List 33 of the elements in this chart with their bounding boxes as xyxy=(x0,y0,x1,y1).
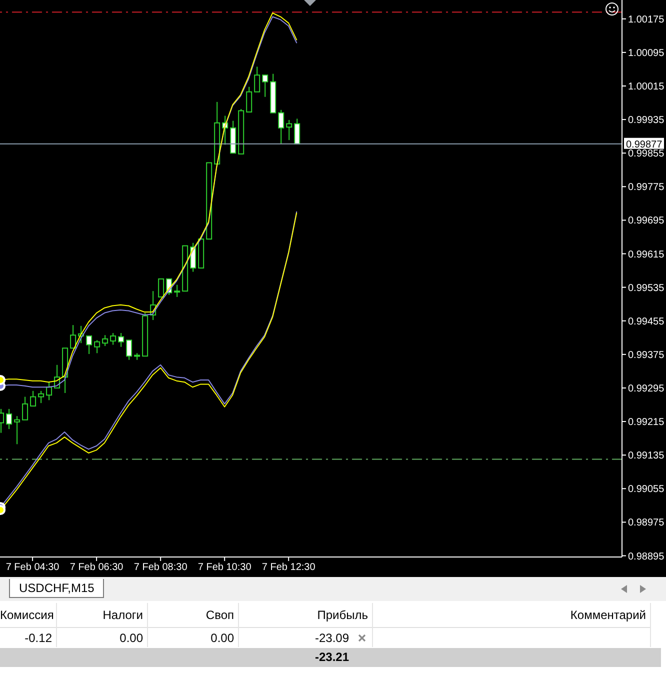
y-tick-label: 0.99295 xyxy=(628,384,665,395)
text: 0.00 xyxy=(210,631,234,645)
text: -0.12 xyxy=(24,631,52,645)
y-tick-label: 1.00015 xyxy=(628,82,665,93)
y-tick-label: 0.99055 xyxy=(628,484,665,496)
x-tick-label: 7 Feb 06:30 xyxy=(70,562,124,574)
y-tick-label: 0.99935 xyxy=(628,115,665,126)
y-tick-label: 0.98895 xyxy=(628,551,665,562)
y-tick-label: 0.99615 xyxy=(628,249,665,260)
text: 0.00 xyxy=(120,631,143,645)
text: -23.09 xyxy=(314,631,349,645)
category-label: Комиссия xyxy=(0,608,54,622)
y-tick-label: 1.00095 xyxy=(628,48,665,59)
text: -23.21 xyxy=(314,650,349,664)
x-tick-label: 7 Feb 12:30 xyxy=(262,562,316,574)
y-tick-label: 0.99135 xyxy=(628,450,665,462)
y-tick-label: 1.00175 xyxy=(628,14,665,26)
category-label: Комментарий xyxy=(570,608,646,622)
y-tick-label: 0.99535 xyxy=(628,282,665,294)
y-tick-label: 0.99455 xyxy=(628,316,665,328)
y-tick-label: 0.99375 xyxy=(628,350,665,361)
y-tick-label: 0.99855 xyxy=(628,148,665,160)
x-tick-label: 7 Feb 10:30 xyxy=(198,562,252,574)
category-label: Налоги xyxy=(102,608,143,622)
x-tick-label: 7 Feb 08:30 xyxy=(134,562,188,574)
ref-line-label: 0.99877 xyxy=(626,139,663,150)
category-label: Своп xyxy=(206,608,234,622)
y-tick-label: 0.98975 xyxy=(628,518,665,529)
y-tick-label: 0.99775 xyxy=(628,182,665,194)
y-tick-label: 0.99695 xyxy=(628,216,665,227)
x-tick-label: 7 Feb 04:30 xyxy=(6,562,60,574)
y-tick-label: 0.99215 xyxy=(628,417,665,428)
category-label: Прибыль xyxy=(317,608,368,622)
